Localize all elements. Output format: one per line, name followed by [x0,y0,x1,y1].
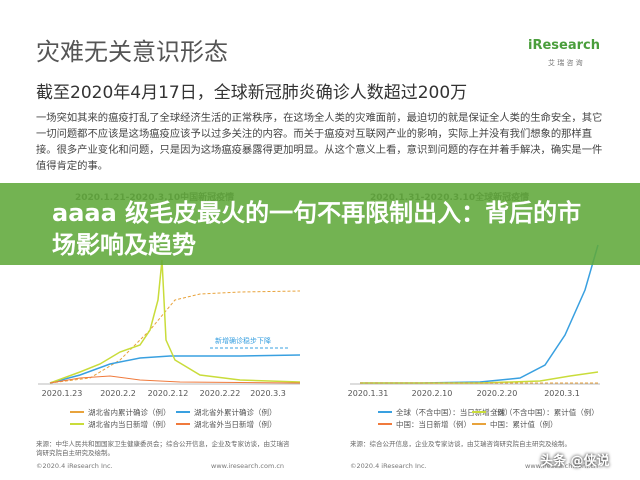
legend-label: 湖北省外当日新增（例） [194,419,277,429]
banner-text: aaaa 级毛皮最火的一句不再限制出入：背后的市场影响及趋势 [52,199,582,259]
line [360,244,599,384]
watermark: 头条 @侠说 [540,454,610,469]
line [49,290,301,384]
x-tick-label: 2020.2.20 [477,389,518,398]
banner: aaaa 级毛皮最火的一句不再限制出入：背后的市场影响及趋势 [0,183,640,265]
source: 来源：综合公开信息，企业及专家访谈，由艾瑞咨询研究院自主研究及绘制。 [350,440,571,448]
legend-label: 湖北省外累计确诊（例） [194,407,277,417]
legend-label: 全球（不含中国）：当日新增（例） [396,407,512,417]
legend-label: 中国：累计值（例） [490,419,558,429]
x-tick-label: 2020.2.12 [148,389,189,398]
x-tick-label: 2020.3.3 [250,389,286,398]
x-tick-label: 2020.3.1 [544,389,580,398]
logo-tagline: 艾 瑞 咨 询 [548,59,583,67]
legend-label: 中国：当日新增（例） [396,419,471,429]
logo: iResearch [528,38,600,53]
line [49,354,301,384]
paragraph: 一场突如其来的瘟疫打乱了全球经济生活的正常秩序，在这场全人类的灾难面前，最迫切的… [36,112,603,172]
title: 灾难无关意识形态 [36,38,228,66]
footer-left: ©2020.4 iResearch Inc. [350,462,427,470]
legend-label: 湖北省内累计确诊（例） [88,407,171,417]
legend-label: 湖北省内当日新增（例） [88,419,171,429]
line [49,375,301,384]
annotation: 新增确诊稳步下降 [215,336,271,345]
x-tick-label: 2020.2.2 [100,389,136,398]
footer-left: ©2020.4 iResearch Inc. [36,462,113,470]
line [49,259,301,384]
legend-label: 全球（不含中国）：累计值（例） [490,407,599,417]
x-tick-label: 2020.2.10 [412,389,453,398]
subtitle: 截至2020年4月17日，全球新冠肺炎确诊人数超过200万 [36,83,468,103]
footer-right: www.iresearch.com.cn [525,462,599,470]
x-tick-label: 2020.2.22 [200,389,241,398]
footer-right: www.iresearch.com.cn [211,462,285,470]
x-tick-label: 2020.1.31 [348,389,389,398]
x-tick-label: 2020.1.23 [42,389,83,398]
source: 来源：中华人民共和国国家卫生健康委员会；综合公开信息，企业及专家访谈，由艾瑞咨询… [36,440,290,457]
